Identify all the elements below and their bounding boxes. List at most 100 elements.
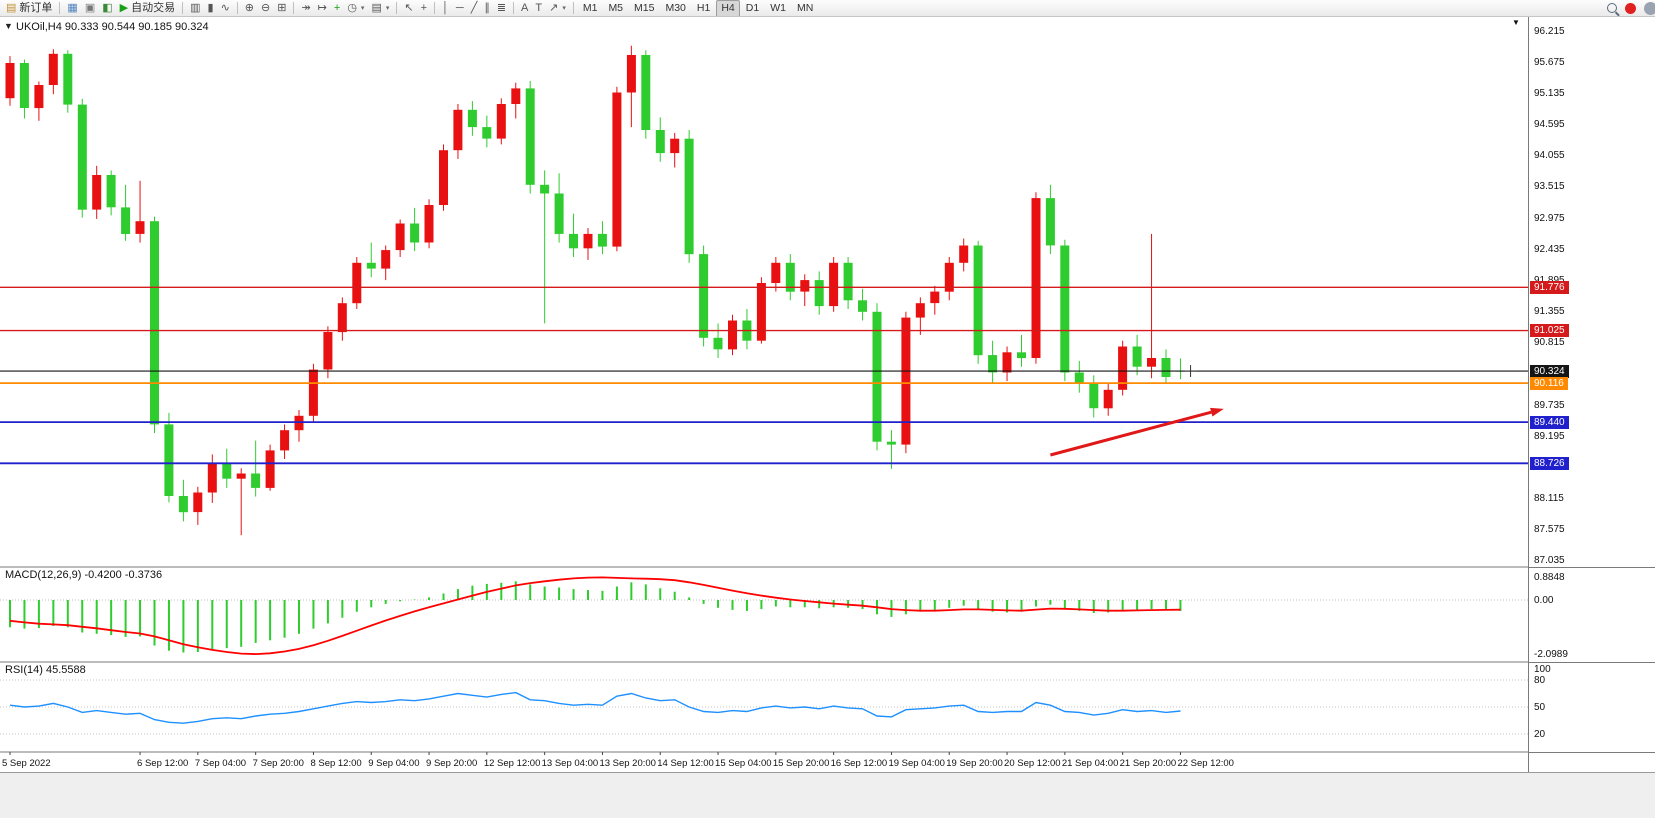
candlestick-chart-icon[interactable]: ▮ <box>205 1 217 16</box>
bottom-strip <box>0 772 1655 818</box>
toolbar: ▤ 新订单 ▦ ▣ ◧ ▶ 自动交易 ▥ ▮ ∿ ⊕ ⊖ ⊞ ↠ ↦ + ◷ ▾ ▤ ▾ ↖ + │ ─ ╱ ∥ ≣ A T ↗ ▾ M1 M5… <box>0 0 1655 17</box>
rsi-axis-label: 50 <box>1534 701 1546 713</box>
time-axis-label: 8 Sep 12:00 <box>310 758 361 769</box>
price-axis-label: 95.135 <box>1534 87 1565 99</box>
timeframe-button-m5[interactable]: M5 <box>608 1 624 14</box>
price-axis-label: 94.055 <box>1534 150 1565 162</box>
chart-shift-icon-glyph: ↦ <box>317 1 327 14</box>
price-axis-label: 91.895 <box>1534 275 1565 286</box>
zoom-out-icon[interactable]: ⊖ <box>258 1 273 16</box>
chart-shift-marker[interactable]: ▼ <box>1512 18 1520 27</box>
timeframe-button-mn[interactable]: MN <box>796 1 814 14</box>
label-icon-glyph: T <box>535 1 543 14</box>
arrows-dropdown[interactable]: ↗ ▾ <box>546 1 569 16</box>
periods-dropdown[interactable]: ◷ ▾ <box>344 1 367 16</box>
indicators-add-icon[interactable]: + <box>331 1 343 16</box>
horizontal-line-icon-glyph: ─ <box>455 1 464 14</box>
notifications-badge[interactable] <box>1625 2 1636 14</box>
toolbar-separator <box>513 2 515 14</box>
price-axis-label: 90.815 <box>1534 337 1565 349</box>
templates-glyph: ▤ <box>371 1 382 14</box>
charts-window-icon[interactable]: ▦ <box>64 1 80 16</box>
toolbar-separator <box>293 2 295 14</box>
timeframe-button-h1[interactable]: H1 <box>696 1 711 14</box>
new-order-button-label: 新订单 <box>19 1 53 14</box>
trend-arrow-annotation[interactable] <box>1050 407 1224 457</box>
arrows-glyph: ↗ <box>549 1 559 14</box>
price-line-badge-91.025: 91.025 <box>1530 324 1569 338</box>
grid-icon[interactable]: ⊞ <box>274 1 289 16</box>
bar-chart-icon-glyph: ▥ <box>190 1 201 14</box>
timeframe-button-m1[interactable]: M1 <box>582 1 598 14</box>
trendline-icon[interactable]: ╱ <box>468 1 481 16</box>
one-click-trading-toggle[interactable]: ▼ <box>4 21 13 31</box>
cursor-icon[interactable]: ↖ <box>401 1 416 16</box>
chart-title: UKOil,H4 90.333 90.544 90.185 90.324 <box>16 21 209 33</box>
time-axis-label: 21 Sep 20:00 <box>1120 758 1177 769</box>
zoom-in-icon-glyph: ⊕ <box>244 1 254 14</box>
timeframe-button-d1[interactable]: D1 <box>745 1 760 14</box>
price-axis-label: 93.515 <box>1534 181 1565 193</box>
toolbar-separator <box>396 2 398 14</box>
time-axis-label: 19 Sep 20:00 <box>946 758 1003 769</box>
timeframe-button-w1[interactable]: W1 <box>770 1 786 14</box>
price-axis-label: 92.975 <box>1534 212 1565 224</box>
chevron-down-icon: ▾ <box>562 4 566 12</box>
autotrading-button[interactable]: ▶ 自动交易 <box>117 1 178 16</box>
search-icon[interactable] <box>1607 3 1617 13</box>
time-axis-label: 6 Sep 12:00 <box>137 758 188 769</box>
candles-layer <box>5 45 1185 536</box>
price-axis-label: 87.575 <box>1534 524 1565 536</box>
price-axis-label: 89.195 <box>1534 430 1565 442</box>
timeframe-button-m30[interactable]: M30 <box>665 1 686 14</box>
horizontal-line-icon[interactable]: ─ <box>453 1 467 16</box>
macd-panel <box>0 576 1528 656</box>
account-icon[interactable] <box>1644 1 1655 15</box>
chevron-down-icon: ▾ <box>360 4 365 12</box>
price-line-badge-90.324: 90.324 <box>1530 364 1569 378</box>
navigator-icon[interactable]: ◧ <box>99 1 115 16</box>
zoom-in-icon[interactable]: ⊕ <box>242 1 257 16</box>
time-axis-label: 13 Sep 20:00 <box>599 758 656 769</box>
price-axis-label: 89.735 <box>1534 399 1565 411</box>
label-icon[interactable]: T <box>532 1 545 16</box>
autotrading-glyph: ▶ <box>119 1 129 14</box>
channel-icon[interactable]: ∥ <box>481 1 493 16</box>
price-chart[interactable]: 5 Sep 2022 6 Sep 12:00 7 Sep 04:00 7 Sep 20… <box>0 17 1528 772</box>
price-line-badge-90.116: 90.116 <box>1530 376 1568 390</box>
timeframe-button-h4[interactable]: H4 <box>716 0 740 16</box>
text-icon[interactable]: A <box>518 1 531 16</box>
zoom-out-icon-glyph: ⊖ <box>261 1 271 14</box>
macd-axis-label: -2.0989 <box>1534 649 1568 661</box>
time-axis-label: 15 Sep 20:00 <box>773 758 830 769</box>
new-order-button[interactable]: ▤ 新订单 <box>3 1 55 16</box>
line-chart-icon-glyph: ∿ <box>220 1 230 14</box>
time-axis-label: 14 Sep 12:00 <box>657 758 714 769</box>
macd-label: MACD(12,26,9) -0.4200 -0.3736 <box>5 569 163 581</box>
trendline-icon-glyph: ╱ <box>470 1 478 14</box>
auto-scroll-icon[interactable]: ↠ <box>298 1 313 16</box>
time-axis-label: 20 Sep 12:00 <box>1004 758 1061 769</box>
chart-shift-icon[interactable]: ↦ <box>315 1 330 16</box>
crosshair-icon[interactable]: + <box>418 1 430 16</box>
bar-chart-icon[interactable]: ▥ <box>187 1 203 16</box>
templates-dropdown[interactable]: ▤ ▾ <box>368 1 392 16</box>
toolbar-right-group <box>1607 1 1655 15</box>
timeframe-button-m15[interactable]: M15 <box>634 1 655 14</box>
time-axis-label: 5 Sep 2022 <box>2 758 51 769</box>
time-axis-label: 21 Sep 04:00 <box>1062 758 1119 769</box>
time-axis-label: 15 Sep 04:00 <box>715 758 772 769</box>
periods-glyph: ◷ <box>347 1 357 14</box>
time-axis-label: 9 Sep 04:00 <box>368 758 419 769</box>
channel-icon-glyph: ∥ <box>484 1 490 14</box>
market-watch-icon[interactable]: ▣ <box>82 1 98 16</box>
chevron-down-icon: ▾ <box>385 4 390 12</box>
line-chart-icon[interactable]: ∿ <box>218 1 233 16</box>
fibonacci-icon[interactable]: ≣ <box>494 1 509 16</box>
time-axis-label: 7 Sep 20:00 <box>253 758 304 769</box>
price-axis-label: 91.355 <box>1534 306 1565 318</box>
price-line-badge-89.440: 89.440 <box>1530 415 1569 429</box>
vertical-line-icon[interactable]: │ <box>439 1 452 16</box>
autotrading-button-label: 自动交易 <box>131 1 176 14</box>
time-axis-label: 7 Sep 04:00 <box>195 758 246 769</box>
